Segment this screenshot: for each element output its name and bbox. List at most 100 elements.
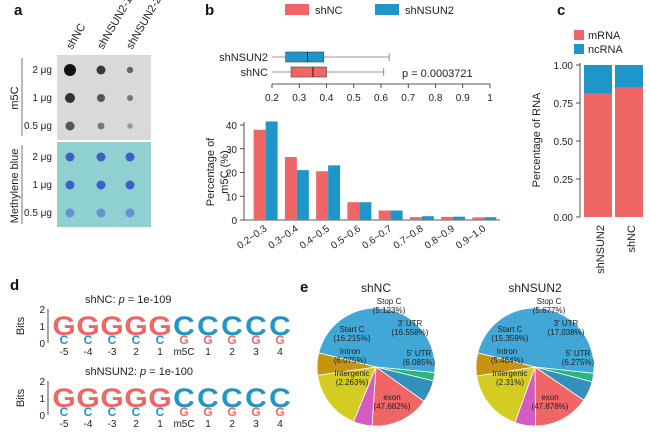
logo-letter: G bbox=[124, 311, 147, 341]
bar bbox=[253, 129, 266, 220]
panel-b-letter: b bbox=[205, 2, 214, 19]
m5c-dot bbox=[97, 94, 105, 102]
logo-position-label: 1 bbox=[205, 419, 211, 430]
logo-letter: G bbox=[76, 311, 99, 341]
logo-letter: G bbox=[52, 383, 75, 413]
logo-letter: C bbox=[84, 405, 93, 419]
c-x-tick-label: shNSUN2 bbox=[595, 225, 607, 274]
logo-letter: C bbox=[245, 311, 267, 341]
pie-slice-label: Stop C bbox=[537, 297, 562, 306]
logo-letter: G bbox=[203, 405, 212, 419]
m5c-dot bbox=[127, 123, 133, 129]
methylene-blue-dot bbox=[125, 152, 135, 162]
c-y-tick-label: 1.00 bbox=[554, 61, 574, 72]
bar-x-tick-label: 0.2~0.3 bbox=[235, 223, 269, 252]
bar bbox=[441, 216, 454, 220]
bar-x-tick-label: 0.3~0.4 bbox=[267, 223, 301, 252]
pie-slice-percent: (17.038%) bbox=[548, 328, 585, 337]
m5c-dot bbox=[64, 64, 76, 76]
pie-slice-percent: (47.682%) bbox=[374, 402, 411, 411]
bar-x-tick-label: 0.7~0.8 bbox=[392, 223, 426, 252]
logo-letter: G bbox=[148, 311, 171, 341]
bar bbox=[328, 165, 341, 220]
logo-letter: C bbox=[197, 383, 219, 413]
logo-letter: C bbox=[197, 311, 219, 341]
logo-letter: G bbox=[100, 383, 123, 413]
logo-letter: G bbox=[227, 405, 236, 419]
pie-slice-label: 5' UTR bbox=[407, 349, 432, 358]
panel-a-letter: a bbox=[14, 2, 23, 19]
pie-slice-label: 3' UTR bbox=[398, 319, 423, 328]
methylene-blue-dot bbox=[65, 152, 75, 162]
pie-slice-label: Intergenic bbox=[334, 369, 369, 378]
bar-x-tick-label: 0.5~0.6 bbox=[329, 223, 363, 252]
m5c-label: m5C bbox=[9, 86, 21, 109]
pie-shnc: shNC exon(47.682%) Intergenic(2.263%) Intro… bbox=[316, 281, 436, 427]
c-y-tick-label: 0.00 bbox=[554, 213, 574, 224]
methylene-blue-dot bbox=[96, 208, 106, 218]
logo-position-label: 3 bbox=[253, 419, 259, 430]
pie-slice-percent: (2.31%) bbox=[496, 378, 524, 387]
pie-slice-percent: (2.263%) bbox=[336, 378, 369, 387]
bar bbox=[472, 217, 485, 220]
stacked-bar-segment bbox=[615, 87, 643, 217]
logo-letter: G bbox=[179, 405, 188, 419]
mb-row-label: 2 μg bbox=[32, 152, 52, 163]
logo-position-label: 1 bbox=[205, 347, 211, 358]
bar-x-tick-label: 0.6~0.7 bbox=[360, 223, 394, 252]
methylene-blue-dot bbox=[125, 180, 135, 190]
box-label: shNSUN2 bbox=[219, 52, 268, 64]
m5c-dot bbox=[96, 65, 106, 75]
logo-letter: C bbox=[269, 311, 291, 341]
pie-slice-label: Intron bbox=[497, 347, 517, 356]
box bbox=[285, 51, 325, 63]
bar bbox=[378, 210, 391, 220]
box-x-tick-label: 0.6 bbox=[374, 93, 388, 104]
logo-letter: C bbox=[132, 333, 141, 347]
logo-letter: C bbox=[108, 405, 117, 419]
pie-slice-label: Stop C bbox=[377, 297, 402, 306]
logo-position-label: -5 bbox=[60, 419, 69, 430]
logo-letter: G bbox=[227, 333, 236, 347]
pie-slice-label: 5' UTR bbox=[566, 349, 591, 358]
c-x-tick-label: shNC bbox=[626, 225, 638, 253]
bar bbox=[316, 171, 329, 220]
legend-swatch bbox=[574, 44, 584, 54]
box bbox=[290, 66, 327, 78]
logo-letter: C bbox=[245, 383, 267, 413]
bar bbox=[390, 210, 403, 220]
panel-b: b shNC shNSUN2 shNSUN2 shNC 0.2 0.3 0.4 0.5 0.6… bbox=[205, 2, 500, 252]
logo-letter: G bbox=[275, 405, 284, 419]
pie-slice bbox=[317, 366, 377, 423]
boxplot: shNSUN2 shNC 0.2 0.3 0.4 0.5 0.6 0.7 0.8 0.9 1 p = … bbox=[219, 51, 493, 104]
m5c-row-label: 1 μg bbox=[32, 93, 52, 104]
c-y-tick-label: 0.75 bbox=[554, 99, 574, 110]
pie-slice-label: Start C bbox=[340, 325, 365, 334]
pie-slice-label: Intergenic bbox=[492, 369, 527, 378]
logo-y-tick-label: 0 bbox=[39, 411, 45, 422]
mb-row-label: 0.5 μg bbox=[24, 208, 52, 219]
panel-c-letter: c bbox=[557, 2, 565, 19]
box-x-tick-label: 0.9 bbox=[456, 93, 470, 104]
pie-slice bbox=[476, 366, 536, 423]
pie-title: shNSUN2 bbox=[508, 281, 562, 295]
logo-letter: G bbox=[251, 405, 260, 419]
panel-b-legend: shNC shNSUN2 bbox=[285, 4, 454, 17]
bar bbox=[296, 170, 309, 220]
legend-swatch bbox=[285, 4, 309, 15]
logo-y-tick-label: 2 bbox=[39, 377, 45, 388]
logo-y-tick-label: 1 bbox=[39, 394, 45, 405]
logo-letter: C bbox=[132, 405, 141, 419]
bar bbox=[284, 157, 297, 220]
bar-y-label-line2: m5C (%) bbox=[219, 150, 231, 193]
logo-y-tick-label: 0 bbox=[39, 339, 45, 350]
rna-percentage-stacked-bar: mRNA ncRNA 0.00 0.25 0.50 0.75 1.00 shNSUN2 shNC… bbox=[531, 30, 643, 274]
methylene-blue-dots bbox=[65, 152, 135, 218]
pie-slice bbox=[316, 352, 377, 376]
m5c-dot bbox=[65, 121, 75, 131]
logo-letter: G bbox=[100, 311, 123, 341]
logo-letter: G bbox=[148, 383, 171, 413]
logo-letter: G bbox=[179, 333, 188, 347]
